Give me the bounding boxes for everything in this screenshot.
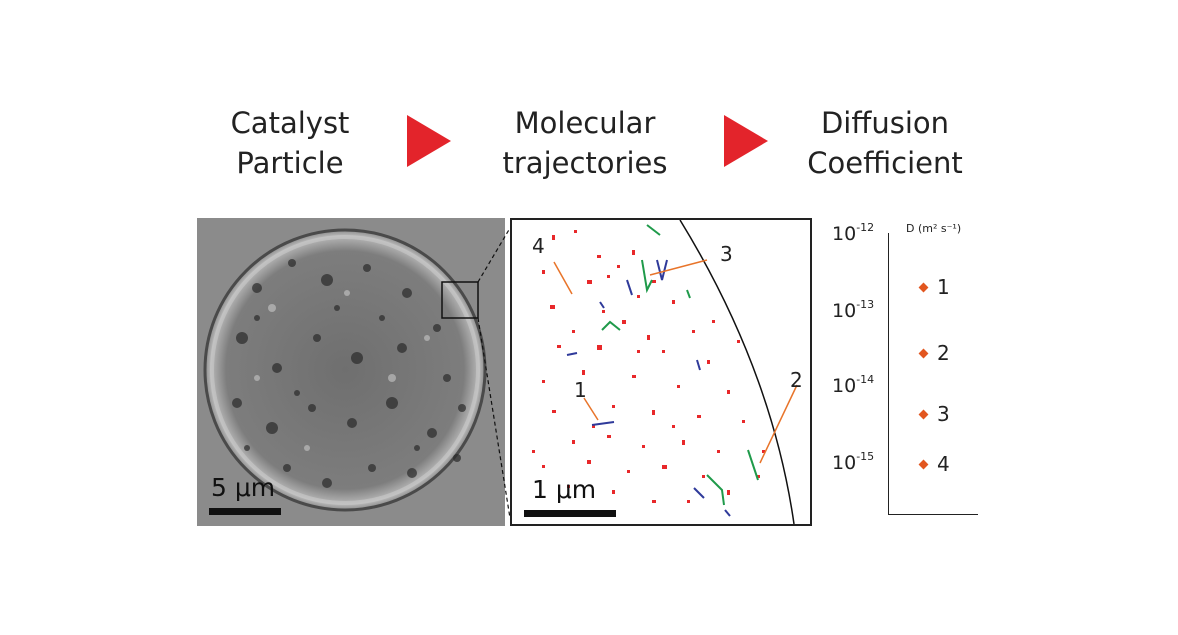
trajectory-label-1: 1 — [574, 378, 587, 402]
callout-lines — [553, 259, 798, 464]
heading-molecular-trajectories: Molecular trajectories — [502, 106, 668, 180]
arrow-right-icon — [407, 115, 451, 167]
coefficient-marker-4 — [918, 459, 929, 470]
axis-baseline — [888, 514, 978, 515]
tick-label: 10-15 — [832, 450, 875, 474]
particle-scale-label: 5 μm — [211, 473, 276, 502]
tick-label: 10-12 — [832, 221, 875, 245]
particle-scale-bar — [209, 508, 281, 515]
coefficient-label-4: 4 — [937, 452, 950, 476]
tick-label: 10-14 — [832, 373, 875, 397]
trajectories-red — [532, 230, 765, 503]
arrow-right-icon — [724, 115, 768, 167]
trajectory-map — [532, 220, 798, 524]
coefficient-marker-2 — [918, 348, 929, 359]
coefficient-marker-3 — [918, 409, 929, 420]
axis-label: D (m² s⁻¹) — [906, 222, 962, 235]
trajectory-scale-bar — [524, 510, 616, 517]
heading-catalyst-particle: Catalyst Particle — [230, 106, 350, 180]
molecular-trajectories-panel: 4 3 1 2 1 μm — [510, 218, 812, 526]
trajectory-label-2: 2 — [790, 368, 803, 392]
trajectories-green — [601, 224, 759, 506]
coefficient-label-1: 1 — [937, 275, 950, 299]
tick-label: 10-13 — [832, 298, 875, 322]
trajectory-scale-label: 1 μm — [532, 475, 597, 504]
coefficient-label-2: 2 — [937, 341, 950, 365]
trajectories-blue — [566, 259, 731, 517]
catalyst-particle-image: 5 μm — [197, 218, 505, 526]
coefficient-label-3: 3 — [937, 402, 950, 426]
heading-diffusion-coefficient: Diffusion Coefficient — [807, 106, 963, 180]
axis-line — [888, 233, 889, 515]
trajectory-label-4: 4 — [532, 234, 545, 258]
zoom-region-box — [441, 281, 479, 319]
trajectory-label-3: 3 — [720, 242, 733, 266]
coefficient-marker-1 — [918, 282, 929, 293]
particle-edge-curve — [679, 220, 795, 524]
